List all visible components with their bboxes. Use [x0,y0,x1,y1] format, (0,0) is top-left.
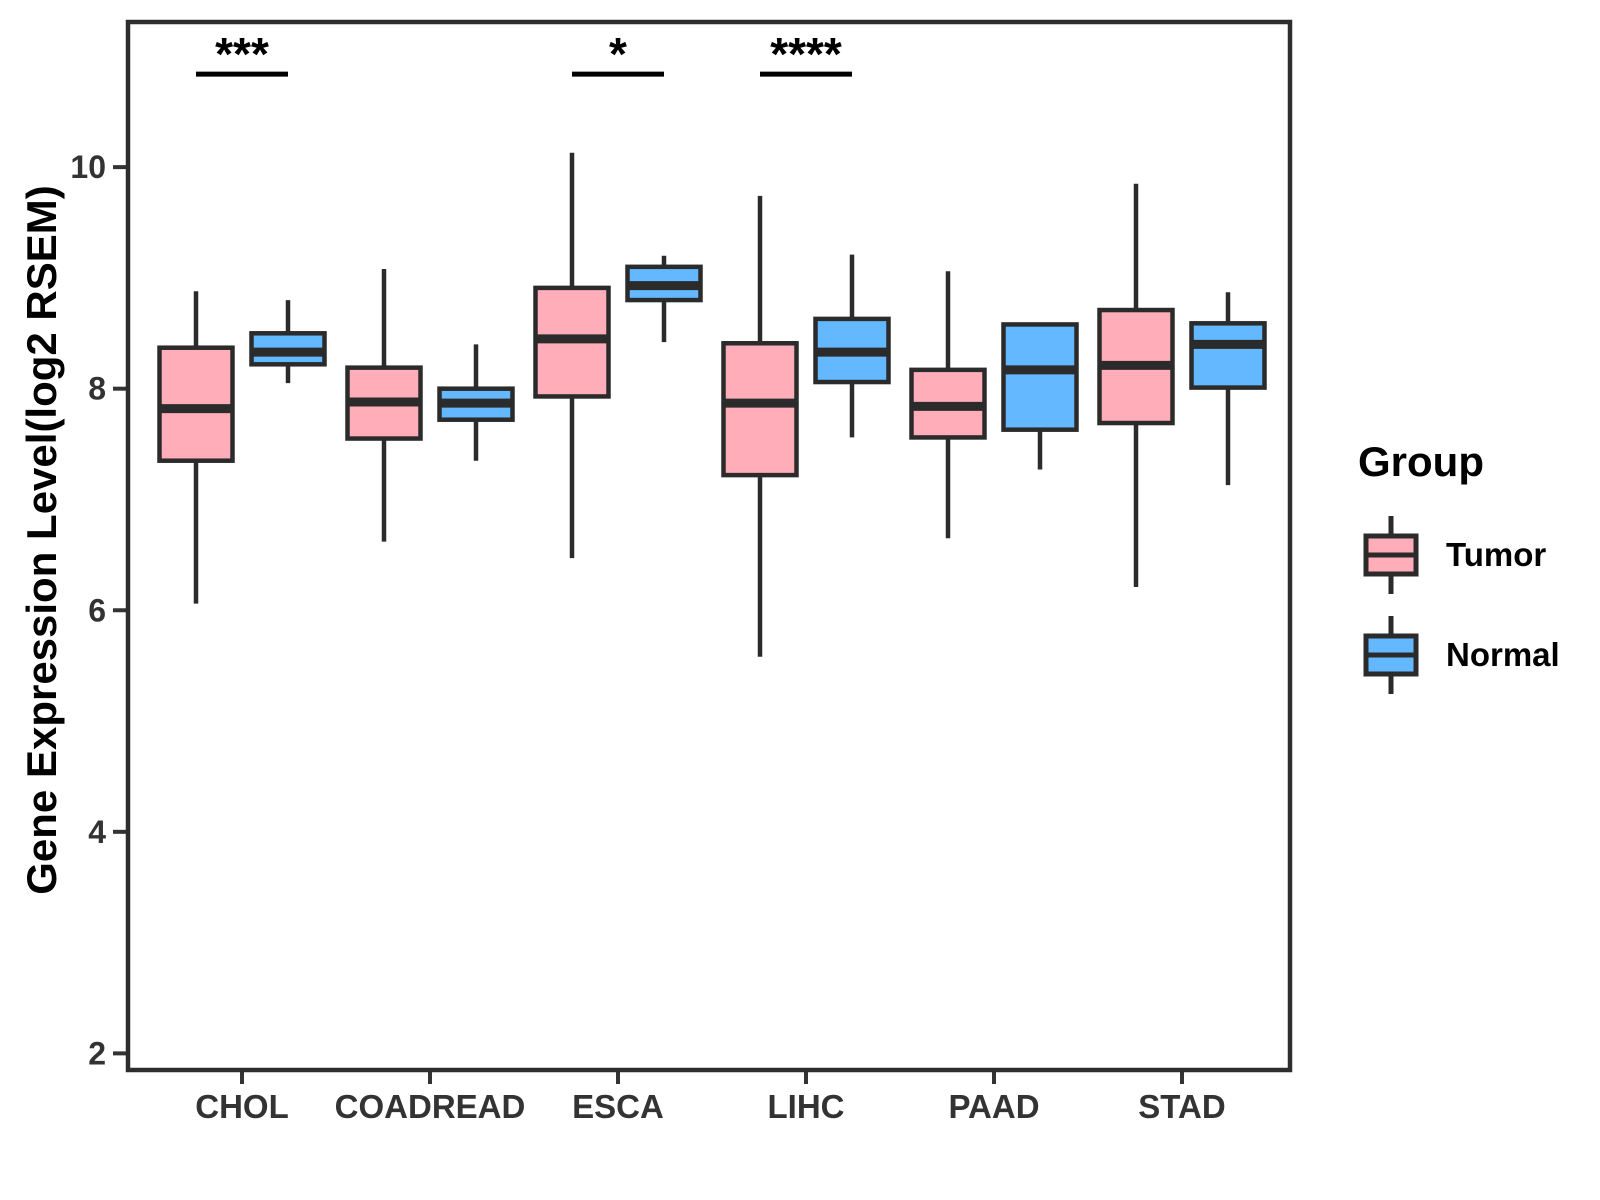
tumor-boxplot-glyph-icon [1363,516,1419,594]
normal-boxplot-glyph-icon [1363,616,1419,694]
significance-stars: **** [770,28,842,80]
legend-item-normal: Normal [1362,612,1590,698]
legend-title: Group [1358,438,1484,485]
tumor-box [721,341,799,478]
normal-box [1189,321,1267,390]
x-tick-label: CHOL [195,1088,289,1125]
x-tick-label: STAD [1138,1088,1225,1125]
significance-stars: *** [215,28,269,80]
y-tick-label: 6 [88,592,106,628]
normal-box [1001,322,1079,432]
x-tick-label: PAAD [948,1088,1039,1125]
legend-label-tumor: Tumor [1446,536,1547,573]
legend-label-normal: Normal [1446,636,1560,673]
panel-border [125,19,1293,1073]
y-tick-label: 8 [88,371,106,407]
x-tick-label: COADREAD [335,1088,526,1125]
x-tick-label: LIHC [768,1088,845,1125]
significance-stars: * [609,28,627,80]
legend-item-tumor: Tumor [1362,512,1590,598]
x-tick-label: ESCA [572,1088,664,1125]
y-tick-label: 10 [70,149,106,185]
y-tick-label: 2 [88,1035,106,1071]
y-tick-label: 4 [88,814,106,850]
y-axis-title: Gene Expression Level(log2 RSEM) [18,185,65,895]
legend: Group Tumor Normal [1330,438,1590,712]
